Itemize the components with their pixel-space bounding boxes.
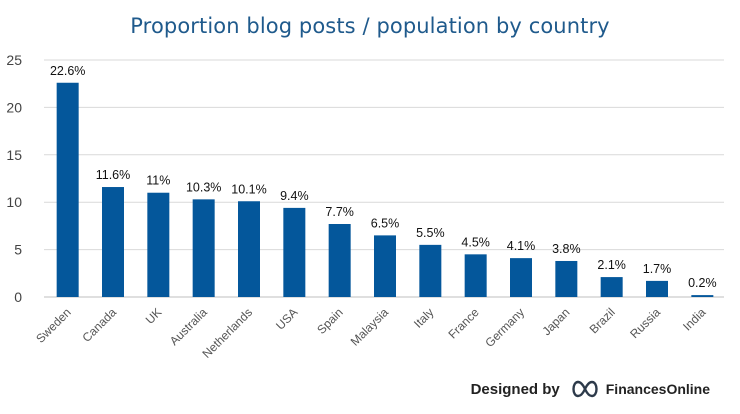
bar-italy [419,244,442,297]
data-label: 11% [146,174,170,188]
data-label: 11.6% [96,168,131,182]
x-tick-label: Australia [167,305,210,348]
x-tick-label: Russia [627,305,663,341]
x-tick-label: India [680,305,709,334]
y-tick-label: 15 [6,147,22,163]
bar-japan [555,260,578,297]
data-label: 5.5% [416,226,445,240]
bar-russia [646,280,668,297]
y-axis-ticks: 0 5 10 15 20 25 [6,52,22,305]
x-tick-label: Spain [314,305,346,337]
credit-prefix: Designed by [470,380,560,398]
bar-uk [147,192,170,297]
bar-canada [102,187,124,297]
chart-title: Proportion blog posts / population by co… [130,14,610,38]
x-tick-label: Brazil [587,305,618,336]
x-tick-label: Italy [411,305,436,330]
data-label: 7.7% [325,205,354,219]
data-label: 1.7% [643,262,672,276]
data-label: 22.6% [50,64,85,78]
bar-brazil [600,277,623,297]
bars [56,82,714,297]
data-label: 2.1% [597,258,626,272]
bar-france [464,254,487,297]
credit-brand: FinancesOnline [605,381,710,397]
x-tick-label: Japan [539,305,572,338]
data-label: 4.5% [461,235,490,249]
data-label: 10.3% [186,180,221,194]
y-tick-label: 25 [6,52,22,68]
y-tick-label: 0 [14,289,22,305]
x-tick-label: UK [143,305,165,327]
data-label: 3.8% [552,242,581,256]
y-tick-label: 5 [14,242,22,258]
designed-by-credit: Designed by FinancesOnline [471,378,710,400]
bar-usa [283,207,306,297]
data-labels: 22.6% 11.6% 11% 10.3% 10.1% 9.4% 7.7% 6.5% 5.5% 4… [50,64,717,290]
data-label: 6.5% [371,216,400,230]
x-tick-label: Germany [482,305,527,350]
data-label: 10.1% [231,182,266,196]
bar-sweden [56,82,79,297]
bar-spain [328,224,351,297]
bar-india [691,295,714,297]
x-tick-label: France [445,305,482,342]
bar-australia [192,199,215,297]
infinity-logo-icon [570,378,600,400]
x-tick-label: Malaysia [348,305,392,349]
bar-netherlands [238,201,260,297]
x-tick-label: Sweden [33,305,74,346]
x-tick-label: USA [273,305,300,332]
bar-germany [510,258,532,297]
data-label: 0.2% [688,276,717,290]
x-tick-label: Canada [79,305,119,345]
data-label: 4.1% [507,239,536,253]
y-tick-label: 20 [6,99,22,115]
y-tick-label: 10 [6,194,22,210]
bar-malaysia [374,235,396,297]
data-label: 9.4% [280,189,309,203]
